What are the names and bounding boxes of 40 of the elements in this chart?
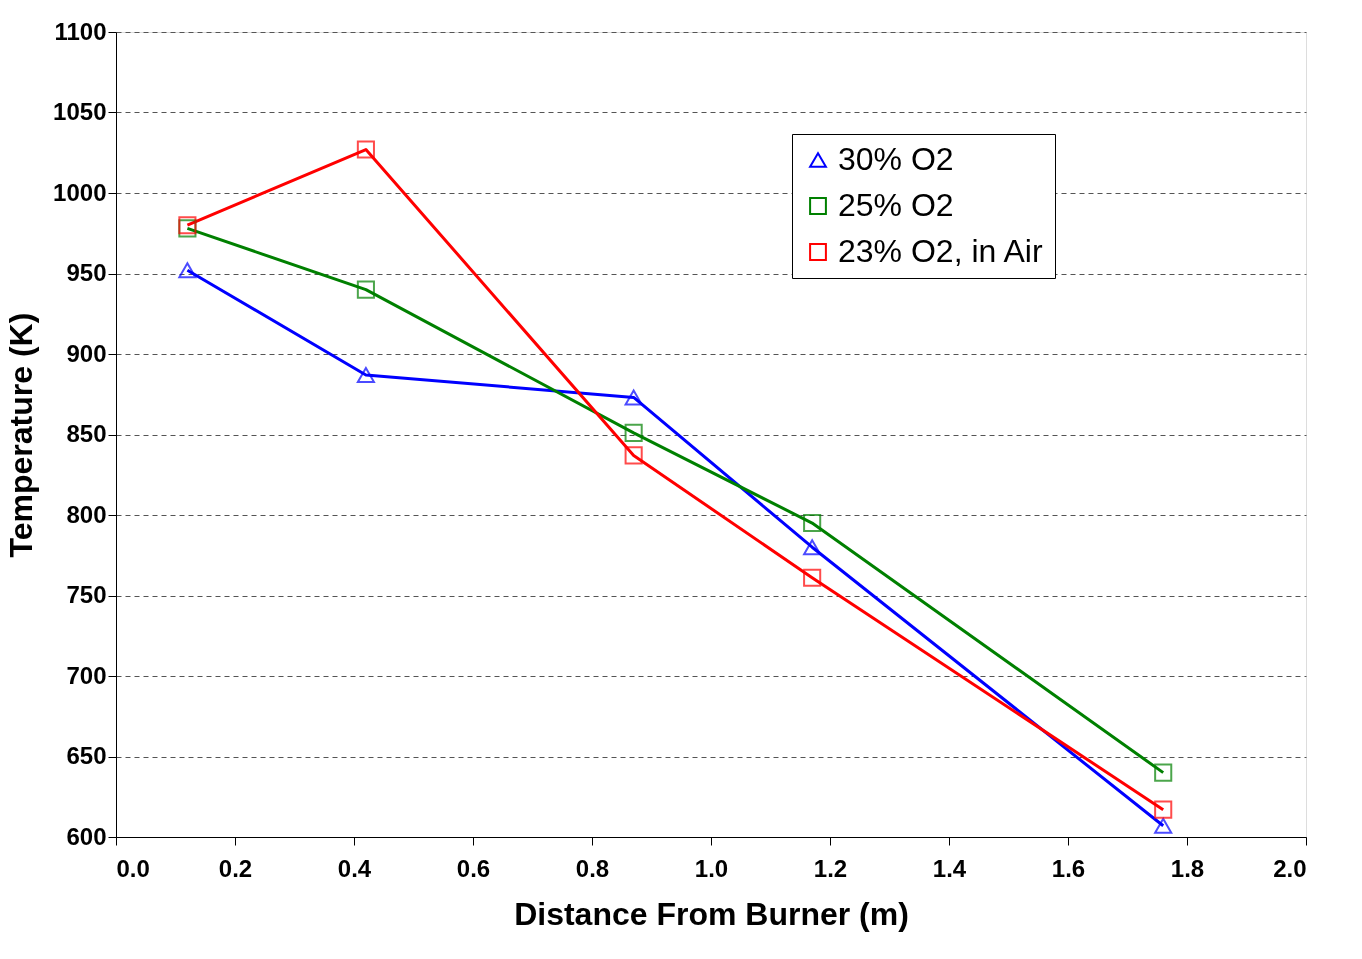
point xyxy=(803,513,822,533)
y-tick-label: 900 xyxy=(66,339,107,367)
point xyxy=(1154,817,1173,834)
x-tick-label: 1.2 xyxy=(813,854,848,882)
point xyxy=(803,568,822,587)
point xyxy=(356,366,375,383)
y-tick-label: 1100 xyxy=(54,17,107,45)
x-tick-label: 1.4 xyxy=(932,854,967,882)
y-tick-label: 800 xyxy=(66,500,107,528)
point xyxy=(624,389,643,406)
point xyxy=(803,539,822,556)
legend-label: 25% O2 xyxy=(838,187,954,223)
x-tick-label: 1.8 xyxy=(1170,854,1205,882)
point xyxy=(178,262,197,279)
y-axis-title: Temperature (K) xyxy=(3,312,40,558)
x-axis-title: Distance From Burner (m) xyxy=(514,895,909,932)
y-tick-label: 700 xyxy=(66,661,107,689)
x-tick-label: 2.0 xyxy=(1273,854,1307,882)
y-tick-label: 1050 xyxy=(53,98,107,125)
point xyxy=(356,140,375,159)
y-tick-label: 750 xyxy=(66,581,107,608)
y-tick-label: 850 xyxy=(66,420,107,447)
point xyxy=(1154,763,1173,782)
y-tick-label: 1000 xyxy=(53,178,107,206)
legend-label: 23% O2, in Air xyxy=(838,233,1043,269)
x-tick-label: 0.4 xyxy=(337,854,372,882)
x-tick-label: 1.0 xyxy=(694,854,729,882)
y-tick-label: 650 xyxy=(66,742,107,769)
legend-label: 30% O2 xyxy=(838,141,954,177)
x-tick-label: 1.6 xyxy=(1051,854,1086,882)
x-tick-label: 0.6 xyxy=(456,854,491,882)
point xyxy=(624,423,643,442)
x-tick-label: 0.2 xyxy=(218,854,253,882)
point xyxy=(624,446,643,465)
y-tick-label: 600 xyxy=(66,822,107,850)
x-tick-label: 0.8 xyxy=(575,854,610,882)
y-tick-label: 950 xyxy=(66,259,107,286)
point xyxy=(1154,800,1173,819)
point xyxy=(356,280,375,299)
x-tick-label: 0.0 xyxy=(116,854,150,882)
